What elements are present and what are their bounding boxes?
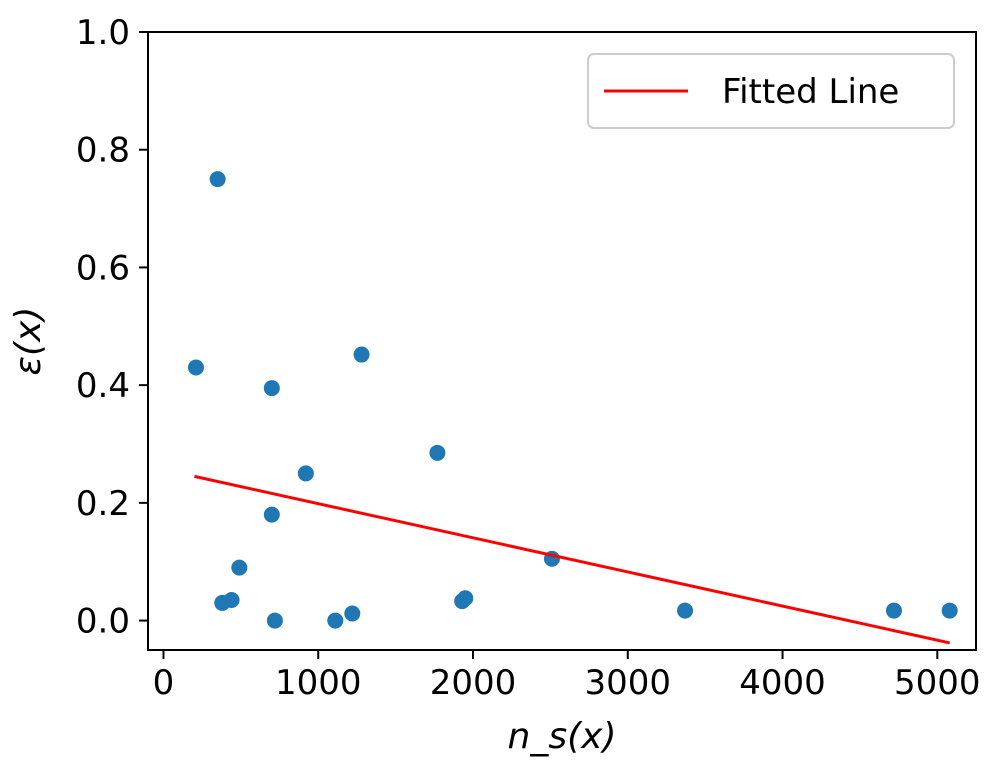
scatter-point: [231, 559, 248, 576]
y-axis-label: ε(x): [8, 307, 49, 376]
scatter-point: [263, 506, 280, 523]
x-tick-label: 4000: [739, 663, 826, 703]
scatter-point: [223, 591, 240, 608]
y-tick-label: 0.4: [76, 366, 130, 406]
fitted-line: [194, 474, 951, 645]
plot-frame: [147, 31, 977, 651]
scatter-point: [263, 380, 280, 397]
y-tick-label: 0.8: [76, 131, 130, 171]
scatter-point: [941, 602, 958, 619]
scatter-point: [429, 444, 446, 461]
x-tick-label: 2000: [430, 663, 517, 703]
scatter-point: [209, 171, 226, 188]
y-tick-label: 0.2: [76, 484, 130, 524]
x-tick-label: 5000: [894, 663, 981, 703]
legend-label: Fitted Line: [722, 72, 899, 112]
scatter-point: [327, 612, 344, 629]
y-tick-label: 0.0: [76, 602, 130, 642]
scatter-point: [885, 602, 902, 619]
scatter-point: [344, 605, 361, 622]
scatter-point: [353, 346, 370, 363]
x-tick-label: 0: [153, 663, 175, 703]
scatter-point: [297, 465, 314, 482]
plot-layer: [187, 171, 958, 645]
legend-box: [587, 53, 955, 129]
x-tick-label: 1000: [275, 663, 362, 703]
y-tick-label: 0.6: [76, 248, 130, 288]
x-tick-label: 3000: [585, 663, 672, 703]
y-tick-label: 1.0: [76, 13, 130, 53]
scatter-point: [266, 612, 283, 629]
x-axis-label: n_s(x): [508, 716, 617, 757]
scatter-point: [457, 590, 474, 607]
legend: Fitted Line: [587, 53, 955, 129]
scatter-point: [187, 359, 204, 376]
scatter-point: [677, 602, 694, 619]
axes-layer: 0 1000 2000 3000 4000 5000 0.0 0.2 0.4 0.6 0.8 1.0 n…: [8, 13, 981, 757]
